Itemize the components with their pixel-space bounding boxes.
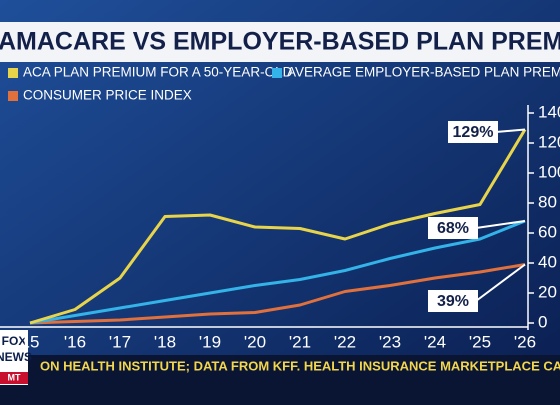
- logo-text: MT: [8, 372, 21, 382]
- x-tick-label: '24: [424, 332, 446, 351]
- logo-text: NEWS: [0, 350, 32, 364]
- ticker-bar: [0, 355, 560, 405]
- legend-swatch: [8, 91, 18, 101]
- annotation-pointer: [475, 220, 526, 229]
- chart-title: AMACARE VS EMPLOYER-BASED PLAN PREMIUMS …: [0, 28, 560, 56]
- y-tick-label: 0: [538, 312, 547, 331]
- y-tick-label: 100: [538, 162, 560, 181]
- annotation: 68%: [437, 220, 469, 237]
- annotation-pointer: [475, 263, 526, 302]
- series-line: [29, 263, 526, 325]
- x-tick-label: '26: [514, 332, 536, 351]
- legend-label: AVERAGE EMPLOYER-BASED PLAN PREMIUM: [287, 65, 560, 80]
- x-tick-label: '16: [64, 332, 86, 351]
- annotation-box: [428, 217, 478, 239]
- legend-label: ACA PLAN PREMIUM FOR A 50-YEAR-OLD: [23, 65, 293, 80]
- x-tick-label: '18: [154, 332, 176, 351]
- y-tick-label: 60: [538, 222, 557, 241]
- series-line: [29, 219, 526, 325]
- logo-tag: [0, 372, 28, 384]
- annotation-box: [448, 121, 498, 143]
- y-tick-label: 40: [538, 252, 557, 271]
- x-tick-label: '25: [469, 332, 491, 351]
- annotation: 39%: [437, 293, 469, 310]
- annotation-pointer: [495, 128, 526, 133]
- y-tick-label: 120: [538, 132, 560, 151]
- x-tick-label: '19: [199, 332, 221, 351]
- logo-text: FOX: [2, 334, 27, 348]
- series-line: [29, 128, 527, 325]
- x-tick-label: '22: [334, 332, 356, 351]
- x-tick-label: 15: [21, 332, 40, 351]
- y-tick-label: 140: [538, 102, 560, 121]
- legend-swatch: [272, 68, 282, 78]
- title-bar: [0, 22, 560, 62]
- x-tick-label: '17: [109, 332, 131, 351]
- annotation-box: [428, 290, 478, 312]
- source: ON HEALTH INSTITUTE; DATA FROM KFF. HEAL…: [40, 358, 560, 373]
- x-tick-label: '23: [379, 332, 401, 351]
- x-tick-label: '21: [289, 332, 311, 351]
- annotation: 129%: [453, 124, 494, 141]
- y-tick-label: 80: [538, 192, 557, 211]
- legend-label: CONSUMER PRICE INDEX: [23, 88, 192, 103]
- y-tick-label: 20: [538, 282, 557, 301]
- x-tick-label: '20: [244, 332, 266, 351]
- legend-swatch: [8, 68, 18, 78]
